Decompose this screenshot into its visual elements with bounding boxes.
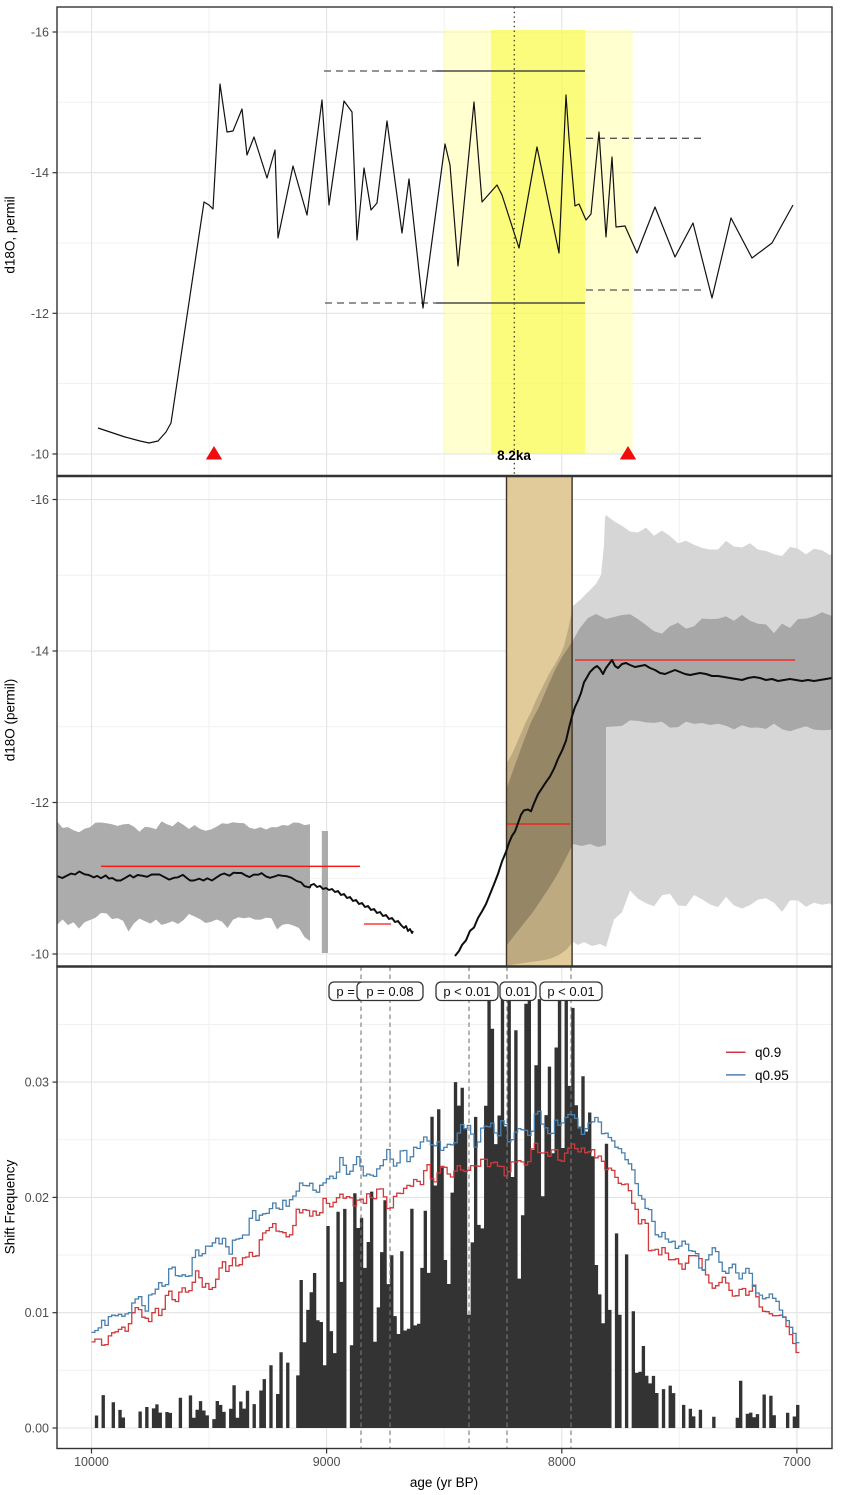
svg-text:8.2ka: 8.2ka: [497, 448, 531, 463]
svg-text:p < 0.01: p < 0.01: [547, 984, 594, 999]
svg-text:Shift Frequency: Shift Frequency: [3, 1159, 18, 1254]
svg-text:d18O, permil: d18O, permil: [3, 196, 18, 273]
svg-text:-16: -16: [31, 493, 49, 507]
svg-text:0.01: 0.01: [25, 1306, 49, 1320]
svg-text:p < 0.01: p < 0.01: [443, 984, 490, 999]
svg-text:q0.9: q0.9: [755, 1045, 781, 1060]
svg-text:0.00: 0.00: [25, 1422, 49, 1436]
svg-text:0.02: 0.02: [25, 1191, 49, 1205]
svg-text:9000: 9000: [313, 1455, 341, 1469]
svg-text:10000: 10000: [74, 1455, 109, 1469]
svg-text:0.01: 0.01: [505, 984, 530, 999]
svg-text:-14: -14: [31, 166, 49, 180]
svg-text:-16: -16: [31, 26, 49, 40]
svg-text:-12: -12: [31, 796, 49, 810]
svg-text:-10: -10: [31, 448, 49, 462]
svg-text:7000: 7000: [783, 1455, 811, 1469]
svg-text:q0.95: q0.95: [755, 1068, 789, 1083]
svg-text:-12: -12: [31, 307, 49, 321]
svg-text:p = 0.08: p = 0.08: [366, 984, 413, 999]
svg-text:8000: 8000: [548, 1455, 576, 1469]
svg-text:d18O (permil): d18O (permil): [3, 679, 18, 762]
svg-text:age (yr BP): age (yr BP): [410, 1475, 478, 1490]
svg-text:-10: -10: [31, 948, 49, 962]
svg-text:-14: -14: [31, 645, 49, 659]
svg-text:0.03: 0.03: [25, 1076, 49, 1090]
